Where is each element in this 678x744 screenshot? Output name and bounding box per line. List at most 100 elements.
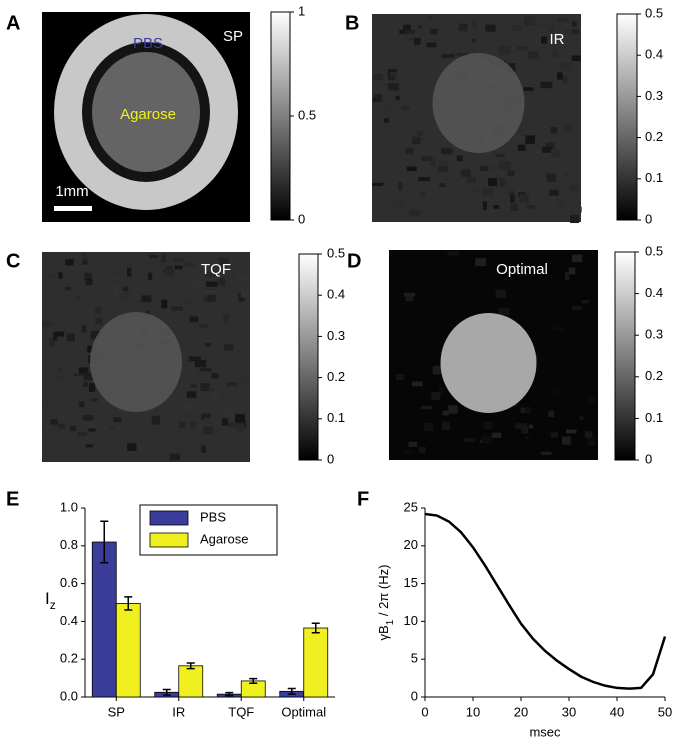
image-speckle [393,199,402,208]
image-speckle [563,124,573,133]
image-speckle [147,272,153,281]
image-speckle [94,306,101,314]
image-speckle [407,37,417,41]
image-speckle [411,381,423,387]
image-speckle [421,156,432,161]
image-speckle [510,194,515,203]
image-speckle [519,193,529,203]
image-speckle [402,29,415,35]
image-speckle [550,432,558,438]
image-speckle [549,193,561,203]
image-speckle [430,28,438,35]
bar [178,665,204,698]
image-speckle [211,373,219,379]
y-axis-label-part: / 2π (Hz) [376,565,391,620]
image-speckle [395,112,400,122]
image-speckle [523,87,534,91]
image-speckle [485,24,496,32]
image-speckle [563,28,570,32]
colorbar-tick-label: 0 [645,211,652,226]
image-speckle [383,118,389,123]
image-speckle [173,258,185,262]
error-bar [186,662,195,670]
image-speckle [508,188,515,193]
x-tick-label: SP [108,704,125,719]
image-speckle [495,153,505,158]
image-speckle [179,421,186,429]
image-speckle [237,424,244,434]
image-speckle [95,317,103,325]
image-speckle [171,306,183,311]
image-speckle [62,414,70,420]
x-tick-label: 20 [514,704,528,719]
image-speckle [201,413,211,421]
image-annotation: Agarose [120,106,176,123]
image-speckle [417,131,424,136]
image-speckle [408,441,418,447]
image-speckle [57,376,64,380]
error-bar [225,691,234,697]
image-speckle [145,310,150,316]
image-speckle [215,440,223,448]
image-speckle [165,265,173,272]
x-tick-label: 40 [610,704,624,719]
image-speckle [524,436,530,440]
image-speckle [239,376,249,384]
image-speckle [432,365,444,375]
image-speckle [372,40,380,44]
image-speckle [553,326,565,331]
error-bar [249,677,258,684]
image-speckle [42,321,53,328]
image-speckle [406,166,417,172]
image-speckle [540,451,552,455]
y-tick-label: 1.0 [60,499,78,514]
image-speckle [136,426,143,431]
image-speckle [122,286,129,292]
image-speckle [521,425,529,434]
image-speckle [49,422,61,429]
panel-letter: A [6,12,20,34]
image-speckle [532,147,542,153]
image-speckle [108,285,117,290]
image-speckle [515,423,527,429]
image-speckle [48,274,55,279]
image-speckle [568,267,576,275]
colorbar-tick-label: 0.5 [298,107,316,122]
image-speckle [210,388,215,392]
image-speckle [550,126,558,134]
y-tick-label: 0.2 [60,651,78,666]
image-speckle [64,286,71,291]
image-speckle [427,16,434,20]
image-speckle [373,73,384,81]
image-speckle [188,252,197,256]
image-speckle [527,205,535,210]
x-axis-label: msec [529,724,561,739]
colorbar-tick-label: 0.5 [645,243,663,258]
x-tick-label: 10 [466,704,480,719]
x-tick-label: Optimal [281,704,326,719]
image-speckle [219,278,226,286]
image-annotation: SP [223,28,243,45]
image-speckle [429,157,436,167]
image-speckle [471,38,476,43]
image-speckle [186,391,197,398]
image-speckle [65,259,74,266]
image-speckle [163,268,175,277]
bar [91,541,117,698]
image-speckle [412,144,418,151]
image-speckle [560,62,572,71]
image-speckle [208,294,216,302]
image-speckle [58,423,65,429]
image-speckle [199,323,209,328]
image-speckle [464,438,475,443]
image-speckle [403,24,411,30]
image-speckle [70,352,82,361]
image-speckle [456,155,463,162]
y-tick-label: 0.6 [60,575,78,590]
image-speckle [472,20,478,30]
error-bar [287,687,296,695]
image-annotation: Optimal [496,261,548,278]
image-speckle [49,337,55,347]
image-speckle [572,254,583,263]
colorbar-tick-label: 0.2 [327,369,345,384]
